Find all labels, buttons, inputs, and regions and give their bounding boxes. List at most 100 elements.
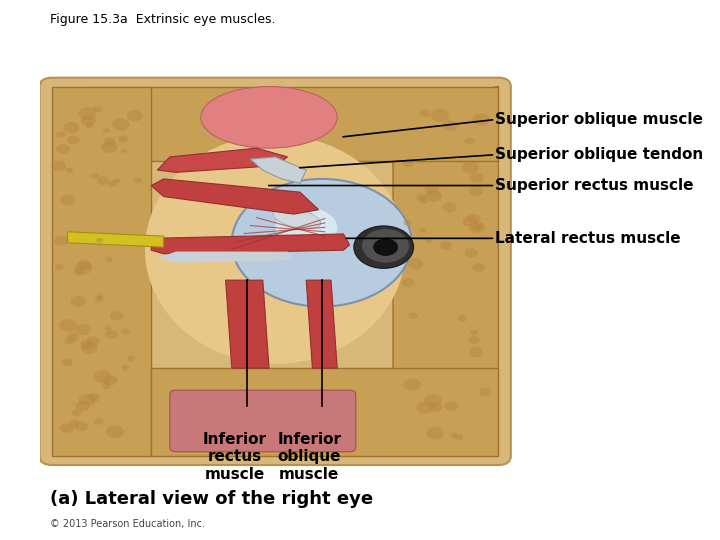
FancyBboxPatch shape xyxy=(40,78,510,465)
Circle shape xyxy=(105,326,112,330)
Text: Inferior
oblique
muscle: Inferior oblique muscle xyxy=(277,432,341,482)
Circle shape xyxy=(88,393,100,402)
Circle shape xyxy=(60,423,74,433)
Polygon shape xyxy=(158,148,287,172)
Circle shape xyxy=(93,106,102,112)
Ellipse shape xyxy=(273,208,320,229)
Text: Superior oblique tendon: Superior oblique tendon xyxy=(495,147,703,162)
Circle shape xyxy=(102,383,111,389)
Circle shape xyxy=(444,401,458,411)
Circle shape xyxy=(106,425,125,438)
Circle shape xyxy=(426,239,432,244)
Circle shape xyxy=(465,248,477,258)
Polygon shape xyxy=(251,157,306,184)
Circle shape xyxy=(78,394,96,406)
Circle shape xyxy=(108,180,117,187)
Circle shape xyxy=(103,375,117,386)
Ellipse shape xyxy=(201,86,337,148)
Polygon shape xyxy=(158,252,294,262)
Circle shape xyxy=(121,148,127,153)
Ellipse shape xyxy=(145,135,405,364)
Circle shape xyxy=(425,190,442,202)
Circle shape xyxy=(56,144,70,154)
Circle shape xyxy=(102,141,117,153)
FancyBboxPatch shape xyxy=(170,390,356,452)
Circle shape xyxy=(64,337,75,345)
Circle shape xyxy=(431,109,449,122)
Circle shape xyxy=(67,136,80,145)
Circle shape xyxy=(464,137,474,145)
Circle shape xyxy=(97,293,104,298)
Circle shape xyxy=(473,263,485,272)
Circle shape xyxy=(469,222,485,233)
Circle shape xyxy=(112,118,130,131)
Circle shape xyxy=(75,262,92,275)
Circle shape xyxy=(56,131,66,138)
Circle shape xyxy=(470,329,478,335)
Circle shape xyxy=(121,328,130,334)
Circle shape xyxy=(403,379,421,390)
Circle shape xyxy=(232,179,412,307)
Circle shape xyxy=(462,216,477,226)
Circle shape xyxy=(127,356,135,361)
Circle shape xyxy=(479,387,492,396)
Circle shape xyxy=(55,264,64,271)
Polygon shape xyxy=(151,368,498,456)
Circle shape xyxy=(354,226,413,268)
Circle shape xyxy=(72,409,81,416)
Circle shape xyxy=(95,296,104,302)
Circle shape xyxy=(114,178,120,183)
Circle shape xyxy=(86,336,100,346)
Circle shape xyxy=(455,434,463,440)
Circle shape xyxy=(420,109,431,117)
Polygon shape xyxy=(225,280,269,368)
Circle shape xyxy=(63,122,79,133)
Text: Inferior
rectus
muscle: Inferior rectus muscle xyxy=(203,432,267,482)
Circle shape xyxy=(74,421,88,431)
Circle shape xyxy=(362,229,409,262)
Circle shape xyxy=(66,168,73,173)
Circle shape xyxy=(78,107,96,120)
Circle shape xyxy=(59,319,77,332)
Circle shape xyxy=(104,379,111,384)
Circle shape xyxy=(61,358,73,367)
Circle shape xyxy=(106,257,113,262)
Polygon shape xyxy=(68,232,163,247)
Circle shape xyxy=(71,296,86,307)
Polygon shape xyxy=(393,86,498,447)
Circle shape xyxy=(416,401,433,414)
Circle shape xyxy=(133,177,142,184)
Circle shape xyxy=(121,364,130,370)
Circle shape xyxy=(76,401,90,411)
Circle shape xyxy=(469,347,483,357)
Circle shape xyxy=(86,123,94,128)
Circle shape xyxy=(408,312,418,319)
Circle shape xyxy=(425,184,438,194)
Circle shape xyxy=(67,332,79,341)
Circle shape xyxy=(94,418,104,425)
Circle shape xyxy=(462,161,479,174)
Circle shape xyxy=(451,433,458,438)
Circle shape xyxy=(473,223,483,231)
Text: Figure 15.3a  Extrinsic eye muscles.: Figure 15.3a Extrinsic eye muscles. xyxy=(50,14,276,26)
Circle shape xyxy=(470,173,484,183)
Polygon shape xyxy=(306,280,337,368)
Circle shape xyxy=(127,110,143,122)
Circle shape xyxy=(429,402,442,412)
Circle shape xyxy=(96,238,103,243)
Circle shape xyxy=(426,427,444,440)
Text: Superior rectus muscle: Superior rectus muscle xyxy=(495,178,694,193)
Circle shape xyxy=(443,202,456,212)
Circle shape xyxy=(51,160,66,171)
Circle shape xyxy=(419,197,428,204)
Circle shape xyxy=(416,193,426,200)
Circle shape xyxy=(97,177,109,185)
Ellipse shape xyxy=(275,207,337,247)
Circle shape xyxy=(408,258,423,269)
Circle shape xyxy=(81,342,98,354)
Circle shape xyxy=(91,173,99,179)
Text: Lateral rectus muscle: Lateral rectus muscle xyxy=(495,231,681,246)
Circle shape xyxy=(469,336,480,344)
Circle shape xyxy=(105,330,118,339)
Circle shape xyxy=(54,236,69,246)
